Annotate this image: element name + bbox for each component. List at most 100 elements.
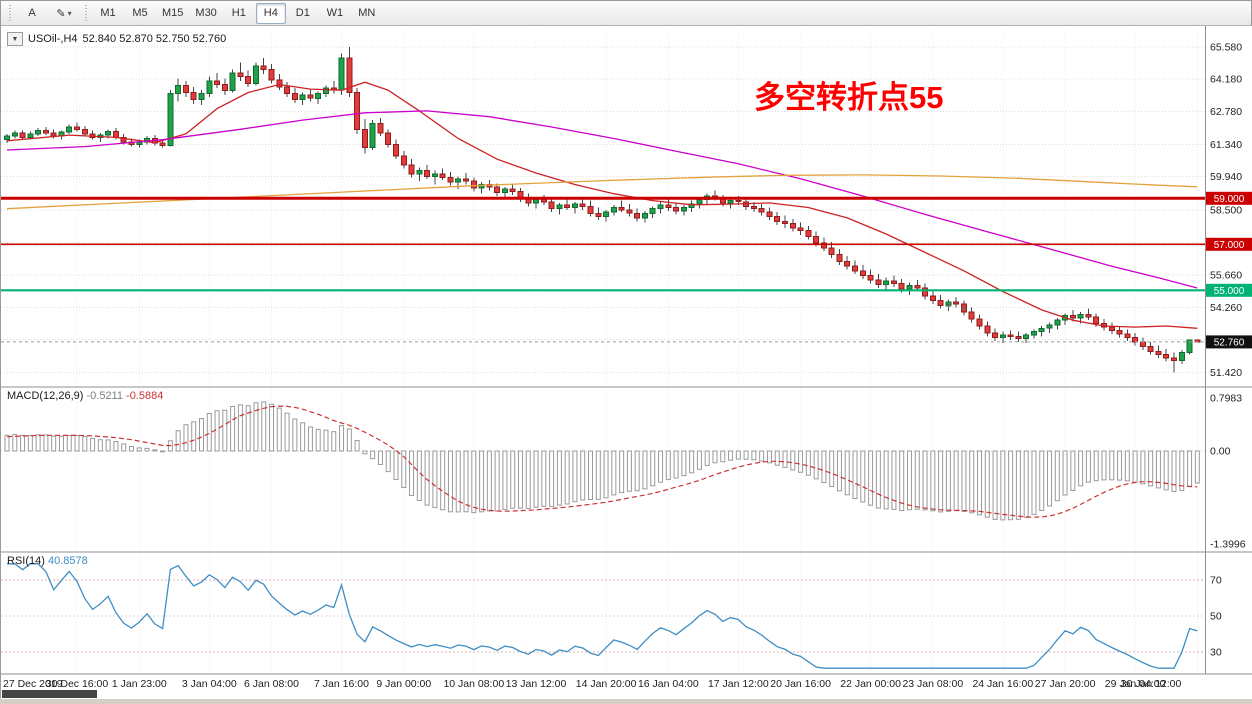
candle bbox=[610, 205, 617, 216]
time-label: 6 Jan 08:00 bbox=[244, 678, 299, 690]
candle bbox=[1132, 332, 1139, 346]
macd-bar bbox=[704, 450, 710, 466]
macd-bar bbox=[362, 450, 368, 455]
macd-bar bbox=[914, 450, 920, 510]
rsi-axis-label: 30 bbox=[1210, 647, 1222, 659]
time-label: 13 Jan 12:00 bbox=[506, 678, 567, 690]
macd-bar bbox=[1078, 450, 1084, 487]
rsi-name: RSI(14) bbox=[7, 555, 45, 567]
macd-bar bbox=[1054, 450, 1060, 502]
candle bbox=[35, 128, 42, 137]
draw-tool-button[interactable]: ✎ ▾ bbox=[49, 3, 79, 24]
candle bbox=[953, 297, 960, 308]
timeframe-button-w1[interactable]: W1 bbox=[326, 7, 344, 19]
candle bbox=[424, 165, 431, 179]
candle bbox=[1155, 345, 1162, 359]
chart-marker[interactable]: + bbox=[960, 301, 967, 315]
time-label: 9 Jan 00:00 bbox=[376, 678, 431, 690]
chevron-down-icon: ▾ bbox=[67, 8, 72, 18]
candle bbox=[836, 248, 843, 265]
macd-bar bbox=[339, 425, 345, 452]
macd-bar bbox=[821, 450, 827, 483]
rsi-axis-label: 70 bbox=[1210, 575, 1222, 587]
horizontal-scrollbar-thumb[interactable] bbox=[2, 690, 97, 698]
candle bbox=[1069, 309, 1076, 322]
candle bbox=[548, 198, 555, 213]
candle bbox=[291, 87, 298, 103]
macd-bar bbox=[183, 424, 189, 452]
candle bbox=[1015, 331, 1022, 343]
macd-bar bbox=[315, 428, 321, 452]
timeframe-button-h4[interactable]: H4 bbox=[255, 2, 286, 24]
candle bbox=[361, 119, 368, 154]
annotation-text[interactable]: 多空转折点55 bbox=[754, 80, 943, 115]
time-label: 20 Jan 16:00 bbox=[770, 678, 831, 690]
candle bbox=[354, 87, 361, 134]
candle bbox=[1116, 326, 1123, 338]
candle bbox=[968, 307, 975, 323]
candle bbox=[408, 159, 415, 178]
chart-area[interactable]: + + 27 Dec 2019 30 Dec 16:00 1 Jan 23:00 3 J… bbox=[1, 26, 1252, 699]
candle bbox=[789, 219, 796, 232]
price-label: 62.780 bbox=[1210, 106, 1242, 118]
timeframe-button-m30[interactable]: M30 bbox=[195, 7, 217, 19]
chart-symbol-label: ▼ USOil-,H4 52.840 52.870 52.750 52.760 bbox=[7, 32, 226, 46]
macd-axis-label: -1.3996 bbox=[1210, 539, 1246, 551]
candle bbox=[284, 82, 291, 98]
price-label: 64.180 bbox=[1210, 74, 1242, 86]
timeframe-button-h1[interactable]: H1 bbox=[231, 7, 246, 19]
candle bbox=[641, 211, 648, 223]
candle bbox=[439, 168, 446, 180]
candle bbox=[1147, 342, 1154, 355]
macd-bar bbox=[113, 441, 119, 452]
macd-bar bbox=[245, 405, 251, 452]
time-label: 3 Jan 04:00 bbox=[182, 678, 237, 690]
macd-bar bbox=[735, 450, 741, 460]
candle bbox=[315, 91, 322, 104]
macd-bar bbox=[961, 450, 967, 512]
timeframe-button-d1[interactable]: D1 bbox=[295, 7, 310, 19]
macd-bar bbox=[549, 450, 555, 507]
price-badge: 55.000 bbox=[1206, 283, 1252, 297]
macd-bar bbox=[868, 450, 874, 506]
timeframe-button-mn[interactable]: MN bbox=[358, 7, 376, 19]
macd-bar bbox=[945, 450, 951, 512]
toolbar-drag-handle[interactable] bbox=[9, 5, 11, 21]
macd-bar bbox=[852, 450, 858, 499]
macd-bar bbox=[938, 450, 944, 513]
candle bbox=[960, 300, 967, 316]
chevron-down-icon[interactable]: ▼ bbox=[7, 32, 23, 46]
candle bbox=[782, 215, 788, 229]
macd-bar bbox=[1008, 450, 1014, 521]
svg-text:52.760: 52.760 bbox=[1214, 337, 1245, 348]
time-label: 10 Jan 08:00 bbox=[443, 678, 504, 690]
timeframe-button-m5[interactable]: M5 bbox=[132, 7, 148, 19]
macd-bar bbox=[992, 450, 998, 520]
timeframe-button-m15[interactable]: M15 bbox=[162, 7, 184, 19]
macd-bar bbox=[899, 450, 905, 511]
candle bbox=[175, 78, 182, 102]
rsi-label: RSI(14) 40.8578 bbox=[7, 555, 88, 567]
candle bbox=[922, 283, 929, 300]
macd-bar bbox=[634, 450, 640, 492]
macd-bar bbox=[230, 406, 236, 452]
macd-bar bbox=[1109, 450, 1115, 481]
macd-bar bbox=[930, 450, 936, 512]
candle bbox=[579, 198, 586, 210]
timeframe-button-m1[interactable]: M1 bbox=[100, 7, 116, 19]
chart-marker[interactable]: + bbox=[945, 299, 952, 313]
cursor-tool-button[interactable]: A bbox=[28, 7, 36, 19]
macd-bar bbox=[307, 426, 313, 452]
macd-bar bbox=[199, 418, 204, 452]
candle bbox=[992, 328, 999, 341]
macd-bar bbox=[533, 450, 539, 508]
candle bbox=[984, 321, 991, 337]
candle bbox=[634, 208, 641, 222]
toolbar-drag-handle[interactable] bbox=[85, 5, 87, 21]
candle bbox=[626, 204, 633, 217]
macd-bar bbox=[580, 450, 586, 501]
ma-fast-red bbox=[6, 81, 1198, 329]
macd-bar bbox=[486, 450, 492, 512]
macd-bar bbox=[323, 429, 329, 452]
